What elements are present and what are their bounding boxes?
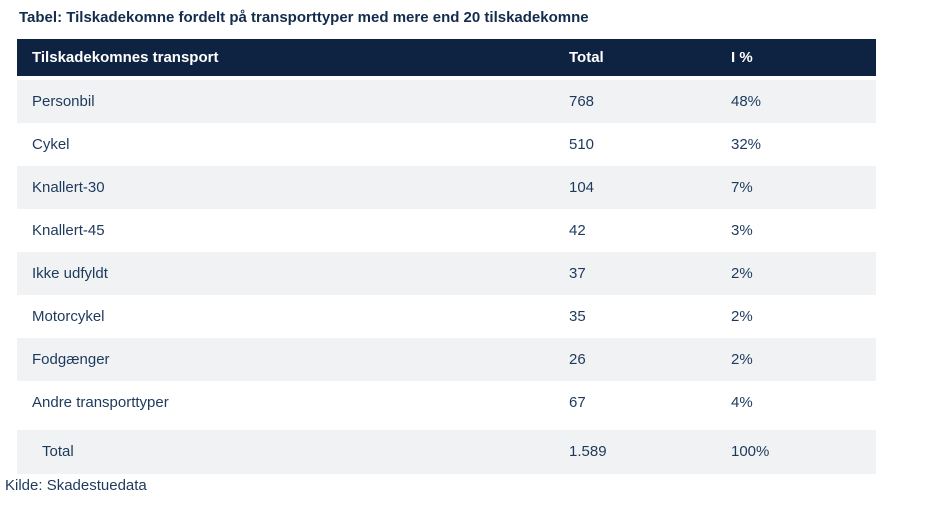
row-transport: Personbil: [32, 93, 95, 110]
table-row: Ikke udfyldt 37 2%: [17, 252, 876, 295]
table-row: Andre transporttyper 67 4%: [17, 381, 876, 424]
table-row: Motorcykel 35 2%: [17, 295, 876, 338]
column-header-percent: I %: [731, 49, 753, 66]
row-transport: Motorcykel: [32, 308, 105, 325]
row-percent: 2%: [731, 351, 753, 368]
row-transport: Ikke udfyldt: [32, 265, 108, 282]
row-transport: Cykel: [32, 136, 70, 153]
row-total: 35: [569, 308, 586, 325]
table-row: Personbil 768 48%: [17, 80, 876, 123]
row-total: 768: [569, 93, 595, 110]
row-percent: 3%: [731, 222, 753, 239]
row-percent: 7%: [731, 179, 753, 196]
data-table: Tilskadekomnes transport Total I % Perso…: [17, 39, 876, 474]
total-row-total: 1.589: [569, 443, 607, 460]
row-total: 37: [569, 265, 586, 282]
source-note: Kilde: Skadestuedata: [5, 477, 147, 494]
row-total: 104: [569, 179, 595, 196]
row-percent: 32%: [731, 136, 762, 153]
row-total: 26: [569, 351, 586, 368]
table-body: Personbil 768 48% Cykel 510 32% Knallert-30 104…: [17, 80, 876, 424]
column-header-total: Total: [569, 49, 604, 66]
row-percent: 48%: [731, 93, 762, 110]
row-transport: Fodgænger: [32, 351, 110, 368]
table-header-row: Tilskadekomnes transport Total I %: [17, 39, 876, 76]
row-total: 67: [569, 394, 586, 411]
row-total: 42: [569, 222, 586, 239]
row-total: 510: [569, 136, 595, 153]
total-row-label: Total: [42, 443, 74, 460]
row-percent: 2%: [731, 308, 753, 325]
row-percent: 2%: [731, 265, 753, 282]
table-row: Fodgænger 26 2%: [17, 338, 876, 381]
table-caption: Tabel: Tilskadekomne fordelt på transpor…: [19, 9, 589, 26]
table-row: Cykel 510 32%: [17, 123, 876, 166]
table-row: Knallert-45 42 3%: [17, 209, 876, 252]
total-row-percent: 100%: [731, 443, 770, 460]
column-header-transport: Tilskadekomnes transport: [32, 49, 219, 66]
row-transport: Knallert-45: [32, 222, 105, 239]
row-percent: 4%: [731, 394, 753, 411]
row-transport: Andre transporttyper: [32, 394, 169, 411]
table-total-row: Total 1.589 100%: [17, 430, 876, 474]
row-transport: Knallert-30: [32, 179, 105, 196]
table-row: Knallert-30 104 7%: [17, 166, 876, 209]
